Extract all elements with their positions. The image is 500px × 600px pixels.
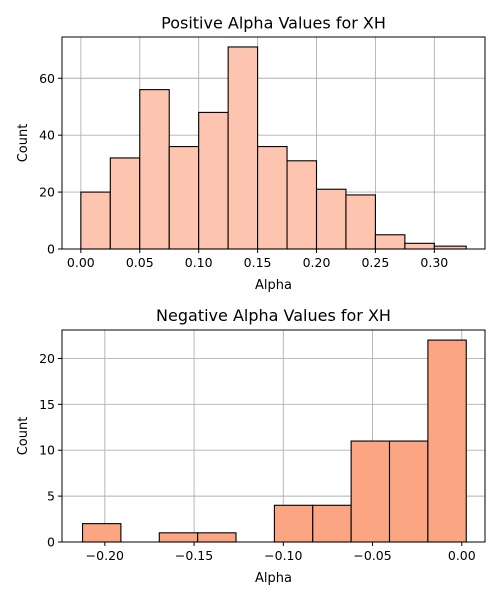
histogram-bar [350, 440, 391, 543]
histogram-bar [80, 191, 111, 250]
x-tick-label: −0.20 [86, 548, 124, 563]
histogram-bar [427, 339, 467, 543]
y-tick-label: 20 [39, 351, 55, 366]
histogram-bar [345, 194, 376, 250]
histogram-bar [168, 146, 200, 250]
x-tick-label: 0.10 [185, 255, 213, 270]
x-tick-label: 0.05 [126, 255, 154, 270]
chart-title: Negative Alpha Values for XH [156, 306, 391, 325]
x-tick-label: 0.00 [67, 255, 95, 270]
x-tick-label: 0.30 [420, 255, 448, 270]
x-axis-label: Alpha [255, 571, 292, 586]
x-tick-label: 0.00 [448, 548, 476, 563]
y-tick-label: 20 [39, 185, 55, 200]
histogram-bar [312, 504, 352, 543]
y-tick-label: 0 [47, 242, 55, 257]
histogram-bar [81, 523, 122, 543]
x-tick-label: −0.05 [353, 548, 391, 563]
histogram-bar [273, 504, 314, 543]
y-tick-label: 10 [39, 443, 55, 458]
x-tick-label: 0.20 [303, 255, 331, 270]
plot-frame [61, 329, 486, 543]
histogram-bar [286, 160, 318, 250]
y-tick-label: 60 [39, 71, 55, 86]
x-tick-label: −0.10 [264, 548, 302, 563]
histogram-bar [158, 532, 199, 543]
histogram-bar [109, 157, 141, 250]
chart-negative-alpha: Negative Alpha Values for XH Alpha Count… [16, 306, 486, 586]
y-tick-label: 0 [47, 535, 55, 550]
axis-ticks: 0.00 0.05 0.10 0.15 0.20 0.25 0.30 0 20 40 60 [39, 71, 448, 270]
histogram-bar [388, 440, 429, 543]
x-tick-label: 0.15 [244, 255, 272, 270]
x-tick-label: 0.25 [361, 255, 389, 270]
y-tick-label: 5 [47, 489, 55, 504]
histogram-bars [81, 339, 467, 543]
axis-ticks: −0.20 −0.15 −0.10 −0.05 0.00 0 5 10 15 20 [39, 351, 476, 563]
x-axis-label: Alpha [255, 278, 292, 293]
histogram-bar [404, 242, 435, 250]
histogram-bar [139, 89, 170, 250]
histogram-bar [227, 46, 259, 250]
y-axis-label: Count [16, 417, 31, 456]
histogram-bars [80, 46, 467, 250]
x-tick-label: −0.15 [175, 548, 213, 563]
histogram-bar [198, 111, 229, 250]
y-tick-label: 40 [39, 128, 55, 143]
histogram-bar [315, 188, 347, 250]
y-axis-label: Count [16, 124, 31, 163]
histogram-bar [374, 234, 406, 250]
plot-frame [61, 36, 486, 250]
chart-title: Positive Alpha Values for XH [161, 14, 386, 33]
chart-positive-alpha: Positive Alpha Values for XH Alpha Count… [16, 14, 486, 293]
histogram-bar [197, 532, 237, 543]
y-tick-label: 15 [39, 397, 55, 412]
histogram-bar [257, 146, 288, 250]
